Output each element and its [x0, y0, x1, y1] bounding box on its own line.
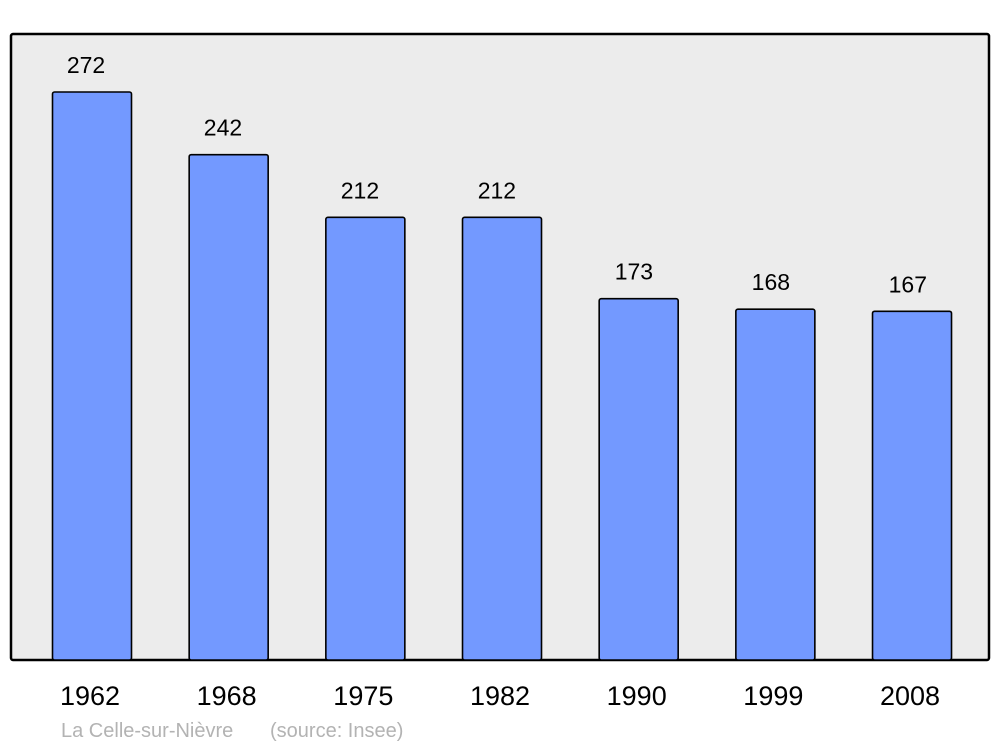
- x-tick-label-1968: 1968: [197, 681, 257, 711]
- bar-1999: [735, 308, 816, 661]
- bar-1990: [598, 297, 679, 661]
- data-label-1968: 242: [204, 115, 242, 141]
- x-tick-label-1990: 1990: [607, 681, 667, 711]
- caption-source: (source: Insee): [270, 720, 403, 742]
- x-tick-label-2008: 2008: [880, 681, 940, 711]
- x-tick-label-1975: 1975: [333, 681, 393, 711]
- bar-1968: [188, 153, 269, 661]
- x-tick-label-1962: 1962: [60, 681, 120, 711]
- bar-2008: [871, 310, 953, 661]
- x-tick-label-1982: 1982: [470, 681, 530, 711]
- data-label-1999: 168: [752, 269, 790, 295]
- x-tick-label-1999: 1999: [743, 681, 803, 711]
- data-label-1990: 173: [615, 259, 653, 285]
- caption-place: La Celle-sur-Nièvre: [61, 720, 233, 742]
- bar-1975: [325, 216, 406, 661]
- data-label-2008: 167: [889, 271, 927, 297]
- data-label-1975: 212: [341, 177, 379, 203]
- data-label-1962: 272: [67, 52, 105, 78]
- data-label-1982: 212: [478, 177, 516, 203]
- bar-1962: [51, 91, 133, 661]
- bar-1982: [461, 216, 543, 661]
